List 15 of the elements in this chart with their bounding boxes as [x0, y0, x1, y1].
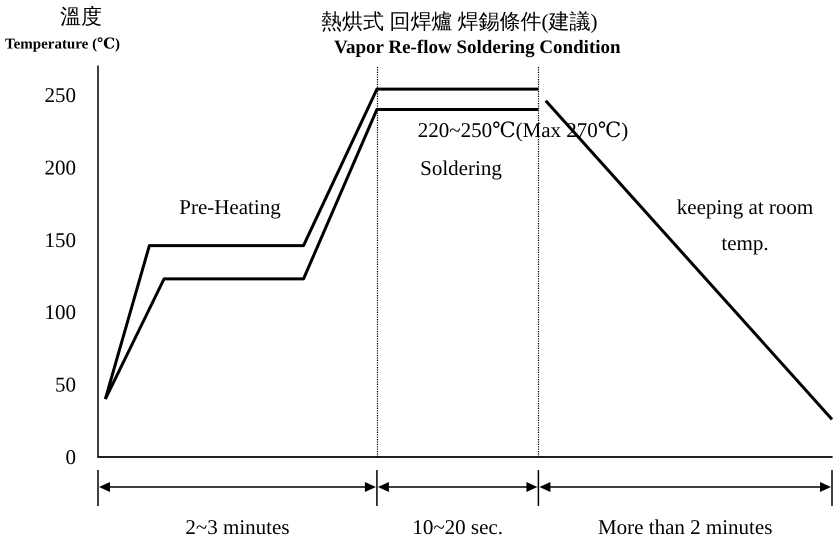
- text: 2~3 minutes: [185, 515, 290, 539]
- text: 10~20 sec.: [412, 515, 504, 539]
- text: More than 2 minutes: [598, 515, 772, 539]
- y-tick-label: 100: [44, 300, 76, 324]
- y-tick-label: 50: [55, 372, 76, 397]
- annotation: Pre-Heating: [179, 195, 282, 219]
- chart-subtitle: Vapor Re-flow Soldering Condition: [334, 37, 622, 58]
- y-axis-title: 溫度 Temperature (℃): [5, 4, 120, 52]
- y-tick-label: 150: [44, 228, 76, 252]
- annotation: Soldering: [420, 156, 502, 180]
- y-tick-label: 250: [44, 82, 76, 107]
- y-tick-label: 0: [66, 445, 76, 469]
- chart-title: 熱烘式 回焊爐 焊錫條件(建議): [321, 10, 598, 34]
- y-tick-label: 200: [44, 155, 76, 180]
- annotation: keeping at room temp.: [676, 195, 814, 255]
